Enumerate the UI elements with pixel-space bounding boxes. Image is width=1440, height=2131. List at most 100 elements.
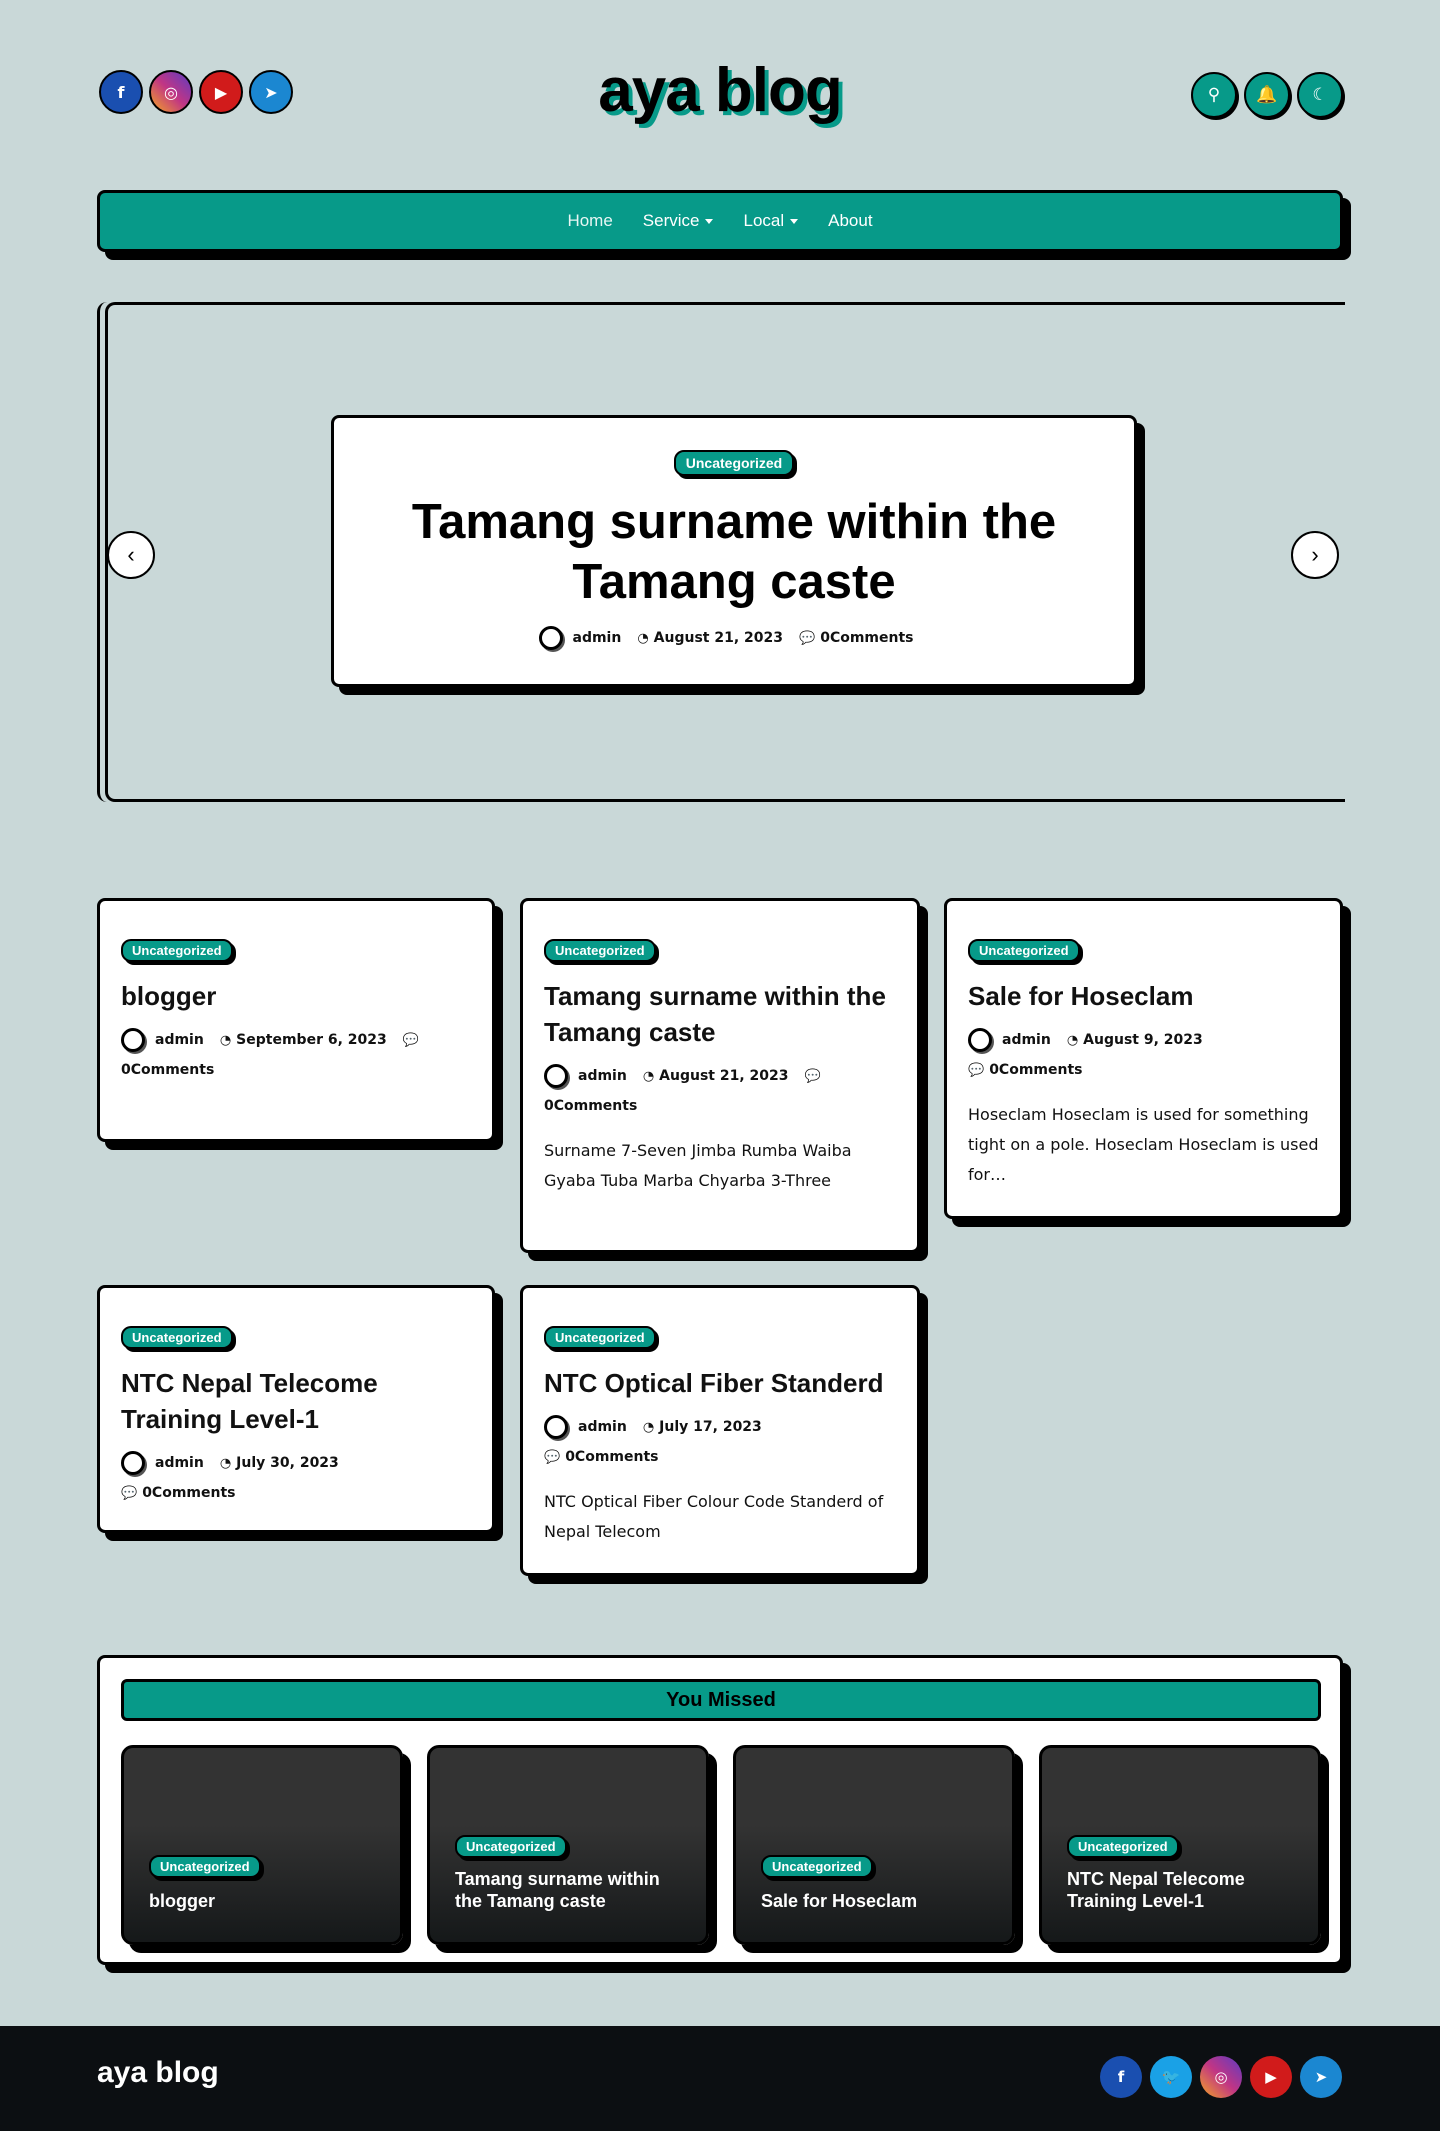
caret-down-icon [790, 218, 799, 224]
instagram-icon[interactable]: ◎ [1200, 2056, 1242, 2098]
missed-card-title[interactable]: Sale for Hoseclam [761, 1891, 918, 1911]
category-badge[interactable]: Uncategorized [121, 939, 233, 962]
nav-item-local[interactable]: Local [743, 211, 799, 231]
post-date[interactable]: ◔ August 21, 2023 [637, 630, 783, 646]
comments-link[interactable]: 💬 0Comments [121, 1485, 235, 1501]
post-meta: admin ◔ August 21, 2023 💬 0Comments [544, 1064, 896, 1114]
comments-icon: 💬 [402, 1032, 419, 1048]
date-text: August 9, 2023 [1083, 1032, 1203, 1048]
slider-edge [97, 302, 107, 802]
post-title[interactable]: Sale for Hoseclam [968, 981, 1194, 1011]
category-badge[interactable]: Uncategorized [968, 939, 1080, 962]
missed-card[interactable]: Uncategorized NTC Nepal Telecome Trainin… [1039, 1745, 1321, 1945]
missed-card[interactable]: Uncategorized Sale for Hoseclam [733, 1745, 1015, 1945]
header-tools: ⚲ 🔔 ☾ [1191, 72, 1343, 118]
facebook-icon[interactable]: f [99, 70, 143, 114]
comments-link[interactable]: 💬 0Comments [544, 1449, 658, 1465]
comments-link[interactable]: 💬 0Comments [799, 630, 913, 646]
category-badge[interactable]: Uncategorized [761, 1855, 873, 1878]
youtube-icon[interactable]: ▶ [199, 70, 243, 114]
post-card: Uncategorized blogger admin ◔ September 6… [97, 898, 495, 1142]
category-badge[interactable]: Uncategorized [1067, 1835, 1179, 1858]
author-link[interactable]: admin [572, 630, 622, 646]
comments-link[interactable]: 💬 0Comments [968, 1062, 1082, 1078]
you-missed-section: You Missed Uncategorized blogger Uncateg… [97, 1655, 1343, 1965]
missed-card-title[interactable]: Tamang surname within the Tamang caste [455, 1869, 660, 1911]
nav-item-about[interactable]: About [828, 211, 872, 231]
site-title[interactable]: aya blog [598, 56, 843, 125]
author-link[interactable]: admin [155, 1032, 204, 1048]
facebook-icon[interactable]: f [1100, 2056, 1142, 2098]
category-badge[interactable]: Uncategorized [121, 1326, 233, 1349]
slider-prev-button[interactable]: ‹ [107, 531, 155, 579]
missed-card[interactable]: Uncategorized Tamang surname within the … [427, 1745, 709, 1945]
author-link[interactable]: admin [578, 1419, 627, 1435]
moon-icon[interactable]: ☾ [1297, 72, 1343, 118]
footer-socials: f 🐦 ◎ ▶ ➤ [1100, 2056, 1342, 2098]
post-title[interactable]: blogger [121, 981, 217, 1011]
avatar[interactable] [538, 626, 563, 650]
category-badge[interactable]: Uncategorized [149, 1855, 261, 1878]
post-date[interactable]: ◔ July 30, 2023 [220, 1455, 339, 1471]
clock-icon: ◔ [642, 1419, 655, 1435]
clock-icon: ◔ [219, 1032, 232, 1048]
youtube-icon[interactable]: ▶ [1250, 2056, 1292, 2098]
clock-icon: ◔ [637, 630, 649, 646]
avatar[interactable] [544, 1415, 568, 1439]
missed-card[interactable]: Uncategorized blogger [121, 1745, 403, 1945]
nav-label: Local [743, 211, 785, 230]
post-date[interactable]: ◔ July 17, 2023 [643, 1419, 762, 1435]
twitter-icon[interactable]: 🐦 [1150, 2056, 1192, 2098]
search-icon[interactable]: ⚲ [1191, 72, 1237, 118]
nav-item-service[interactable]: Service [643, 211, 714, 231]
post-card: Uncategorized Tamang surname within the … [520, 898, 920, 1253]
post-date[interactable]: ◔ August 21, 2023 [643, 1068, 789, 1084]
footer-site-title[interactable]: aya blog [97, 2056, 219, 2089]
you-missed-heading: You Missed [121, 1679, 1321, 1721]
post-excerpt: Surname 7-Seven Jimba Rumba Waiba Gyaba … [544, 1141, 852, 1190]
telegram-icon[interactable]: ➤ [1300, 2056, 1342, 2098]
comments-text: 0Comments [989, 1062, 1083, 1078]
avatar[interactable] [968, 1028, 992, 1052]
hero-title[interactable]: Tamang surname within the Tamang caste [411, 495, 1057, 609]
main-nav: Home Service Local About [97, 190, 1343, 252]
chevron-left-icon: ‹ [127, 542, 135, 567]
category-badge[interactable]: Uncategorized [544, 1326, 656, 1349]
nav-label: Home [567, 211, 613, 230]
comments-icon: 💬 [121, 1485, 138, 1501]
post-date[interactable]: ◔ September 6, 2023 [220, 1032, 387, 1048]
post-card: Uncategorized Sale for Hoseclam admin ◔ A… [944, 898, 1343, 1219]
author-link[interactable]: admin [578, 1068, 627, 1084]
comments-text[interactable]: 0Comments [544, 1098, 638, 1114]
comments-link[interactable]: 💬 [403, 1033, 424, 1048]
comments-text[interactable]: 0Comments [121, 1062, 215, 1078]
instagram-icon[interactable]: ◎ [149, 70, 193, 114]
avatar[interactable] [121, 1028, 145, 1052]
author-link[interactable]: admin [155, 1455, 204, 1471]
avatar[interactable] [121, 1451, 145, 1475]
category-badge[interactable]: Uncategorized [455, 1835, 567, 1858]
missed-card-title[interactable]: blogger [149, 1891, 215, 1911]
slider-next-button[interactable]: › [1291, 531, 1339, 579]
comments-text: 0Comments [565, 1449, 659, 1465]
missed-card-title[interactable]: NTC Nepal Telecome Training Level-1 [1067, 1869, 1245, 1911]
post-title[interactable]: Tamang surname within the Tamang caste [544, 981, 886, 1047]
post-card: Uncategorized NTC Nepal Telecome Trainin… [97, 1285, 495, 1533]
category-badge[interactable]: Uncategorized [544, 939, 656, 962]
post-title[interactable]: NTC Nepal Telecome Training Level-1 [121, 1368, 378, 1434]
avatar[interactable] [544, 1064, 568, 1088]
post-title[interactable]: NTC Optical Fiber Standerd [544, 1368, 884, 1398]
comments-link[interactable]: 💬 [805, 1069, 826, 1084]
post-date[interactable]: ◔ August 9, 2023 [1067, 1032, 1203, 1048]
category-badge[interactable]: Uncategorized [673, 450, 795, 476]
bell-icon[interactable]: 🔔 [1244, 72, 1290, 118]
chevron-right-icon: › [1311, 542, 1319, 567]
featured-slider: ‹ Uncategorized Tamang surname within th… [105, 302, 1345, 802]
hero-card: Uncategorized Tamang surname within the … [331, 415, 1137, 687]
header-socials: f ◎ ▶ ➤ [99, 70, 293, 114]
telegram-icon[interactable]: ➤ [249, 70, 293, 114]
nav-label: About [828, 211, 873, 230]
comments-icon: 💬 [544, 1449, 561, 1465]
author-link[interactable]: admin [1002, 1032, 1051, 1048]
nav-item-home[interactable]: Home [567, 211, 612, 231]
